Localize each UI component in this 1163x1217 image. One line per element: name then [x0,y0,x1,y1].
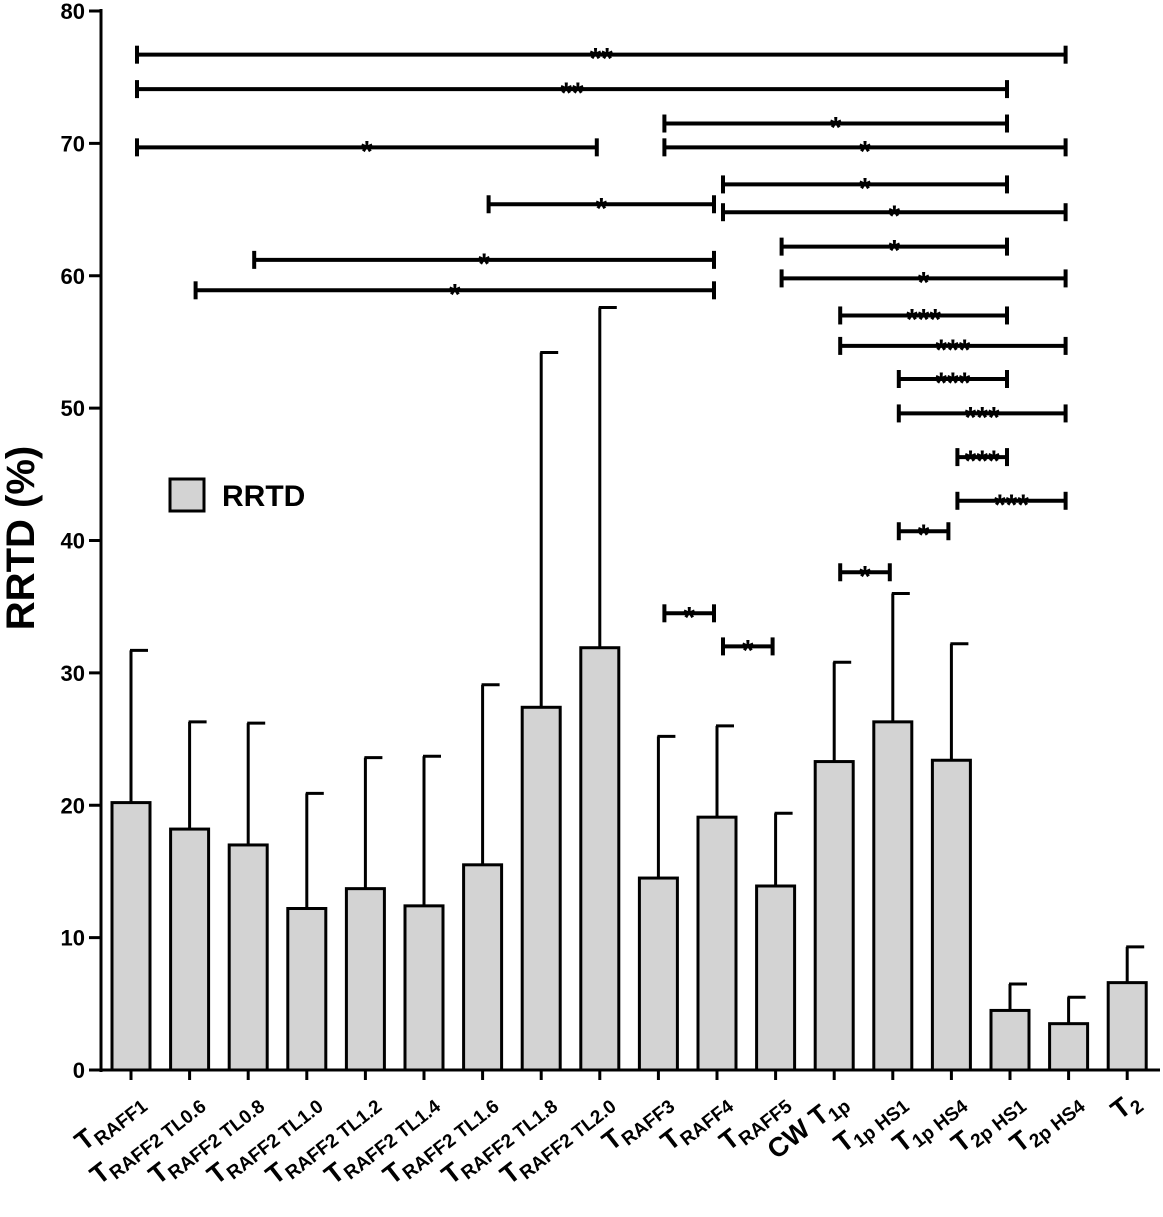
y-tick-label: 20 [61,793,85,818]
significance-bracket: * [779,266,1068,299]
y-axis: 0 10 20 30 40 50 60 70 80 [61,0,103,1083]
significance-bracket: ** [135,77,1009,110]
significance-bracket: *** [955,445,1009,478]
significance-label: ** [560,77,584,110]
significance-bracket: * [721,634,775,667]
significance-brackets: ****** *** *************************** [135,43,1068,667]
y-tick-label: 30 [61,661,85,686]
bar [403,904,445,1072]
y-tick-label: 10 [61,926,85,951]
significance-bracket: * [193,278,716,311]
significance-label: *** [994,489,1029,522]
significance-label: * [830,112,842,145]
y-tick-label: 60 [61,264,85,289]
significance-label: *** [935,334,970,367]
bar [344,887,386,1072]
significance-bracket: * [838,560,892,593]
bar [1048,1022,1090,1072]
bar [755,884,797,1072]
significance-label: * [918,519,930,552]
significance-bracket: * [779,235,1009,268]
significance-label: * [361,135,373,168]
significance-bracket: *** [838,303,1009,336]
legend-swatch [168,477,206,513]
error-bars [129,306,1145,1024]
significance-label: * [742,634,754,667]
significance-label: * [683,601,695,634]
legend-label: RRTD [222,480,305,513]
significance-label: *** [906,303,941,336]
bar [1106,981,1148,1072]
significance-label: * [859,560,871,593]
significance-bracket: *** [955,489,1068,522]
significance-bracket: *** [838,334,1068,367]
significance-label: * [449,278,461,311]
significance-bracket: * [252,248,716,281]
bars [110,646,1148,1072]
legend: RRTD [168,477,305,513]
bar [462,863,504,1072]
significance-bracket: * [896,519,951,552]
bar [930,758,972,1072]
significance-bracket: * [135,135,599,168]
significance-bracket: ** [135,43,1068,76]
significance-bracket: * [662,601,716,634]
bar [813,760,855,1072]
significance-bracket: *** [896,401,1068,434]
bar [989,1008,1031,1072]
significance-bracket: * [721,172,1009,205]
significance-label: * [888,200,900,233]
significance-bracket: * [721,200,1068,233]
significance-bracket: * [662,135,1068,168]
y-tick-label: 40 [61,529,85,554]
bar [637,876,679,1072]
bar [872,720,914,1072]
significance-label: * [595,192,607,225]
bar [520,705,562,1072]
significance-label: * [918,266,930,299]
significance-label: * [888,235,900,268]
bar [227,843,269,1072]
significance-label: *** [965,401,1000,434]
bar [579,646,621,1072]
y-tick-label: 0 [73,1058,85,1083]
y-axis-label: RRTD (%) [0,446,43,630]
bar [110,801,152,1072]
significance-bracket: * [486,192,716,225]
significance-label: ** [590,43,614,76]
x-tick-label: T2 [1105,1085,1148,1129]
y-tick-label: 70 [61,131,85,156]
bar [286,907,328,1072]
significance-bracket: * [662,112,1009,145]
significance-label: *** [935,367,970,400]
bar [169,827,211,1072]
significance-bracket: *** [896,367,1009,400]
y-tick-label: 50 [61,396,85,421]
significance-label: * [859,135,871,168]
y-tick-label: 80 [61,0,85,24]
bar [696,815,738,1072]
significance-label: * [478,248,490,281]
significance-label: *** [965,445,1000,478]
significance-label: * [859,172,871,205]
